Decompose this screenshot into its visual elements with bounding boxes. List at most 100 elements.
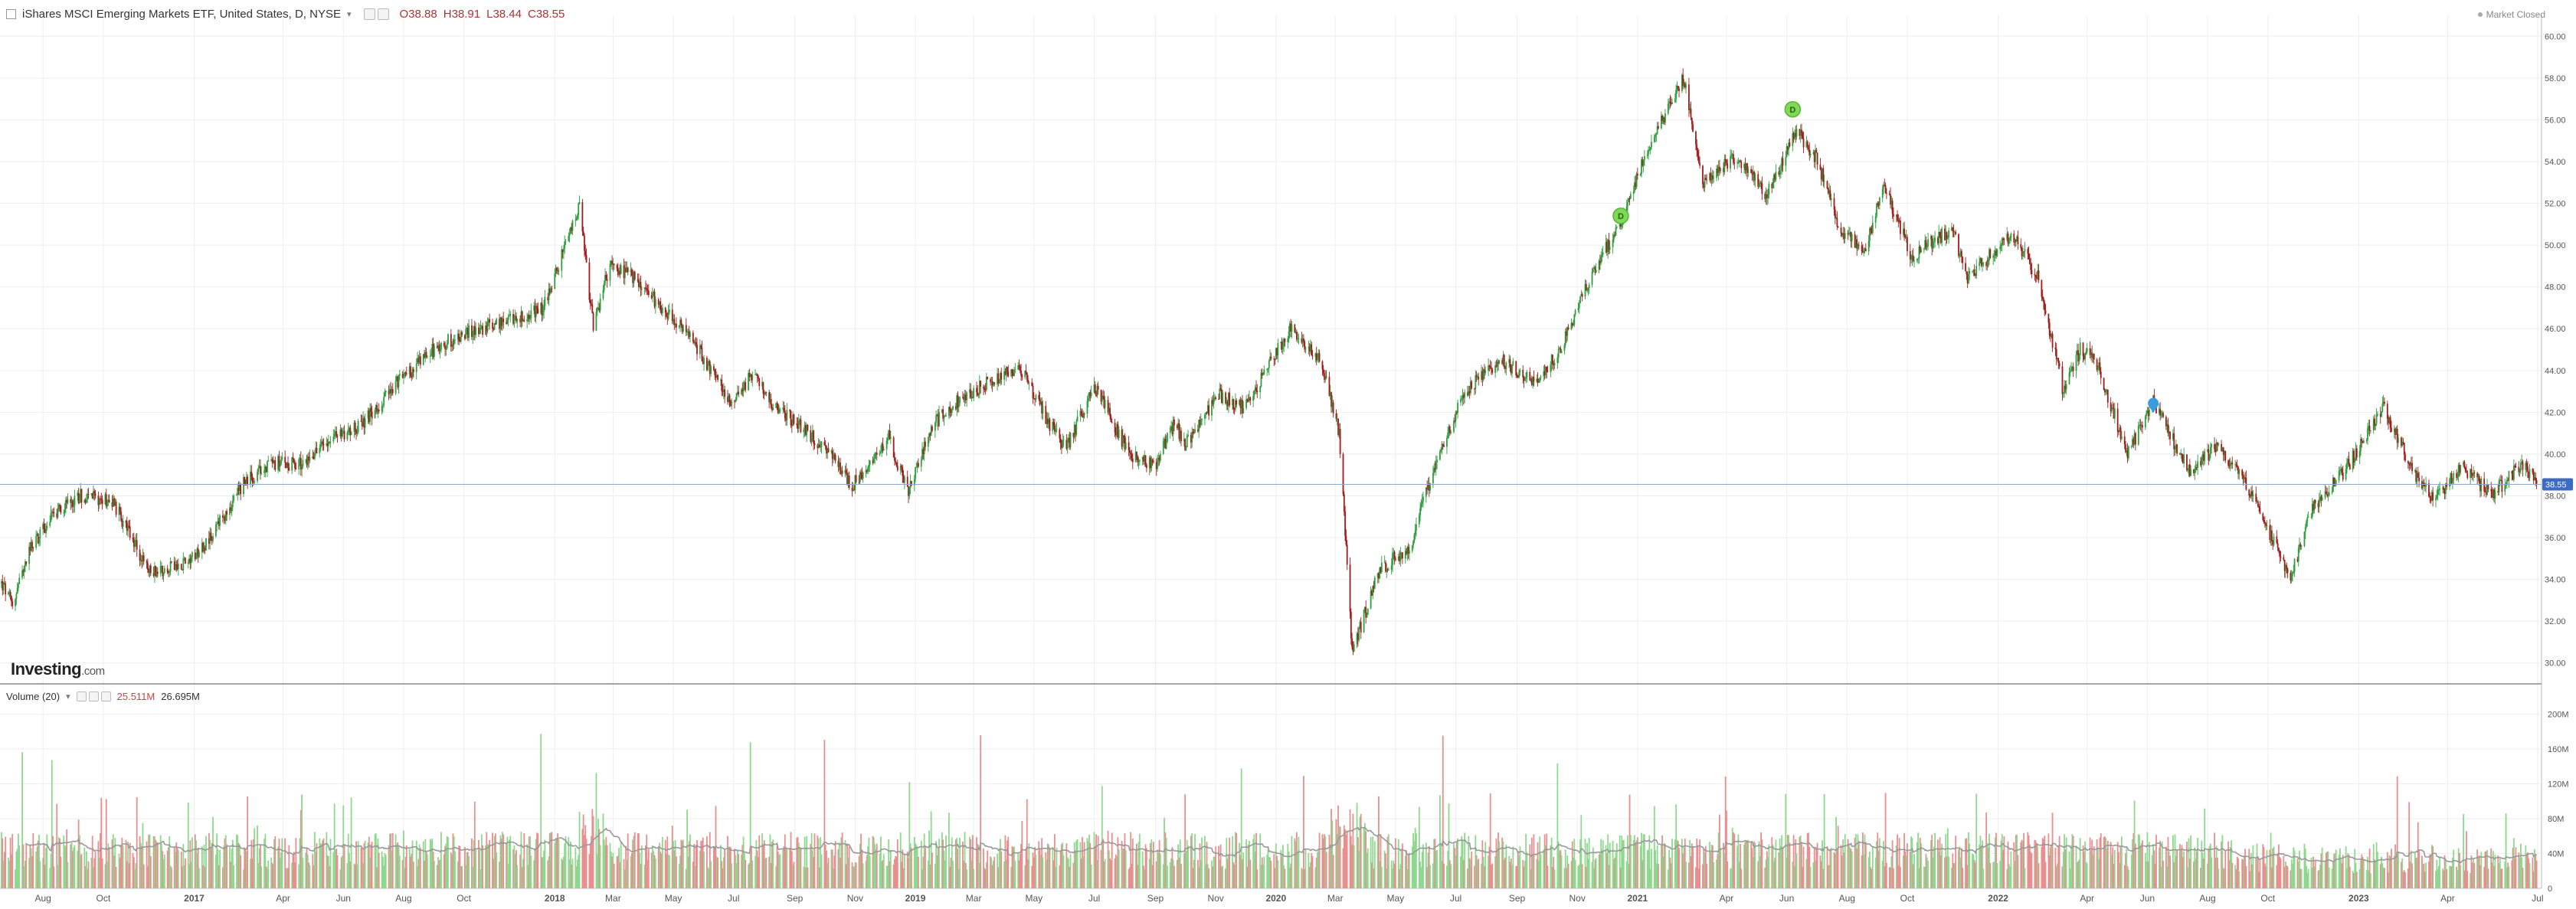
volume-bar bbox=[807, 867, 809, 888]
candle-body bbox=[1757, 174, 1759, 188]
candle-body bbox=[1854, 239, 1857, 248]
candle-body bbox=[610, 260, 612, 264]
volume-bar bbox=[881, 861, 883, 888]
volume-bar bbox=[21, 752, 23, 888]
candle-body bbox=[1255, 387, 1257, 391]
volume-bar bbox=[2248, 849, 2250, 888]
candle-body bbox=[1972, 270, 1973, 272]
volume-bar bbox=[369, 857, 371, 888]
candle-body bbox=[1021, 374, 1023, 378]
volume-bar bbox=[2430, 845, 2433, 888]
candle-body bbox=[1288, 323, 1291, 332]
volume-bar bbox=[460, 865, 462, 888]
candle-body bbox=[53, 512, 55, 514]
candle-body bbox=[10, 596, 12, 602]
volume-bar bbox=[1427, 852, 1429, 888]
volume-bar bbox=[1325, 852, 1327, 888]
candle-body bbox=[394, 381, 397, 394]
candle-body bbox=[562, 248, 565, 253]
volume-bar bbox=[966, 869, 968, 888]
candle-body bbox=[1158, 457, 1160, 461]
candle-body bbox=[1073, 424, 1075, 437]
volume-bar bbox=[834, 841, 836, 888]
volume-bar bbox=[2072, 835, 2074, 888]
volume-bar bbox=[1723, 853, 1726, 888]
volume-bar bbox=[177, 849, 179, 888]
volume-bar bbox=[1504, 857, 1506, 888]
candle-body bbox=[1232, 398, 1233, 406]
candle-body bbox=[1900, 221, 1901, 234]
volume-bar bbox=[486, 832, 488, 888]
volume-bar bbox=[846, 844, 848, 888]
volume-bar bbox=[969, 836, 971, 888]
candle-body bbox=[591, 304, 594, 313]
volume-bar bbox=[2355, 871, 2358, 888]
candle-body bbox=[625, 267, 627, 273]
volume-bar bbox=[1594, 859, 1596, 888]
volume-bar bbox=[2173, 862, 2175, 888]
candle-body bbox=[1442, 443, 1444, 446]
volume-bar bbox=[1891, 840, 1894, 888]
volume-bar bbox=[2051, 844, 2053, 888]
volume-bar bbox=[1615, 843, 1618, 888]
volume-bar bbox=[2043, 839, 2044, 888]
volume-bar bbox=[597, 819, 599, 888]
candle-body bbox=[1455, 412, 1457, 421]
volume-bar bbox=[2334, 853, 2336, 888]
volume-bar bbox=[1474, 865, 1475, 888]
volume-bar bbox=[257, 862, 260, 888]
candle-body bbox=[1281, 346, 1284, 350]
volume-bar bbox=[1969, 843, 1971, 888]
volume-bar bbox=[1819, 855, 1822, 888]
candle-body bbox=[1667, 103, 1669, 114]
volume-bar bbox=[260, 844, 261, 888]
volume-bar bbox=[329, 839, 332, 888]
candle-body bbox=[1699, 162, 1701, 166]
candle-body bbox=[945, 415, 947, 417]
candle-body bbox=[1787, 146, 1789, 150]
volume-bar bbox=[1160, 854, 1161, 888]
volume-bar bbox=[267, 868, 268, 888]
candle-body bbox=[2030, 263, 2032, 270]
candle-body bbox=[391, 389, 394, 394]
candle-body bbox=[841, 470, 843, 474]
candle-body bbox=[1723, 168, 1724, 172]
volume-bar bbox=[146, 841, 148, 888]
candle-body bbox=[1704, 178, 1707, 180]
candle-body bbox=[584, 236, 585, 251]
volume-bar bbox=[1931, 835, 1933, 888]
candle-body bbox=[460, 332, 462, 342]
candle-body bbox=[340, 429, 342, 437]
volume-bar bbox=[2270, 832, 2272, 888]
volume-bar bbox=[2272, 848, 2274, 888]
volume-bar bbox=[2084, 841, 2087, 888]
volume-bar bbox=[1566, 868, 1567, 888]
candle-body bbox=[2058, 363, 2060, 367]
volume-bar bbox=[15, 851, 18, 888]
candle-body bbox=[1123, 435, 1125, 438]
candle-body bbox=[751, 374, 752, 381]
candle-body bbox=[1979, 258, 1982, 263]
volume-bar bbox=[990, 858, 993, 888]
volume-bar bbox=[1598, 854, 1600, 888]
volume-bar bbox=[2214, 858, 2217, 888]
candle-body bbox=[653, 291, 655, 294]
candle-body bbox=[1972, 269, 1975, 271]
candle-body bbox=[797, 420, 800, 429]
volume-bar bbox=[1699, 839, 1701, 888]
volume-bar bbox=[183, 865, 185, 888]
candle-body bbox=[657, 299, 660, 305]
candle-body bbox=[667, 312, 669, 319]
candle-body bbox=[2008, 240, 2010, 244]
candle-body bbox=[1560, 350, 1563, 353]
volume-bar bbox=[263, 839, 265, 888]
volume-bar bbox=[1448, 860, 1451, 888]
candle-body bbox=[2120, 436, 2123, 440]
candle-body bbox=[2068, 372, 2070, 384]
candle-body bbox=[1547, 371, 1549, 373]
volume-bar bbox=[1681, 839, 1683, 888]
volume-bar bbox=[284, 838, 286, 888]
volume-bar bbox=[2365, 870, 2368, 888]
volume-bar bbox=[585, 839, 588, 888]
